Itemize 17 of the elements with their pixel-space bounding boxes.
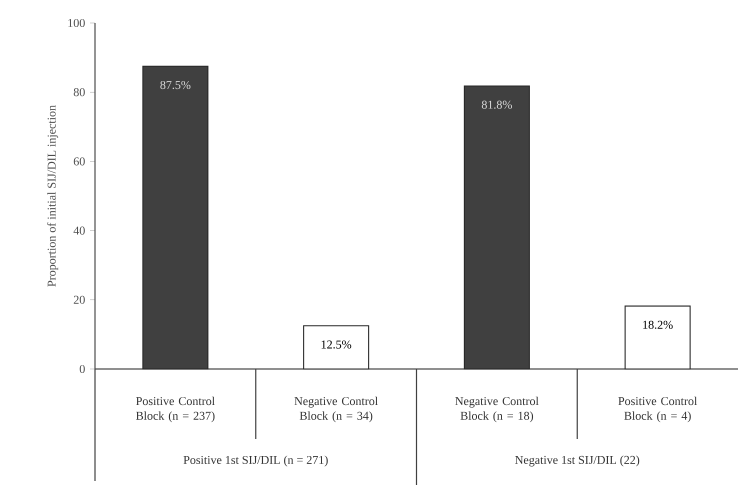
data-label: 87.5%: [160, 80, 190, 90]
x-tick-label: Negative Control Block (n = 34): [294, 396, 378, 422]
y-tick-label: 100: [68, 18, 85, 28]
x-tick-label: Positive Control Block (n = 4): [618, 396, 698, 422]
y-axis-title: Proportion of initial SIJ/DIL injection: [47, 105, 58, 287]
data-label: 81.8%: [482, 100, 512, 109]
x-tick-label: Positive Control Block (n = 237): [136, 396, 215, 422]
y-tick-label: 80: [74, 88, 85, 96]
data-label: 18.2%: [643, 320, 673, 329]
text: Positive 1st SIJ/DIL (n = 271): [184, 456, 328, 466]
y-tick-label: 40: [74, 226, 85, 235]
data-label: 12.5%: [322, 340, 352, 349]
x-tick-label: Negative Control Block (n = 18): [455, 396, 539, 422]
text: Negative 1st SIJ/DIL (22): [515, 456, 640, 466]
y-tick-label: 20: [74, 296, 85, 304]
y-tick-label: 60: [74, 157, 85, 166]
y-tick-label: 0: [80, 364, 85, 374]
